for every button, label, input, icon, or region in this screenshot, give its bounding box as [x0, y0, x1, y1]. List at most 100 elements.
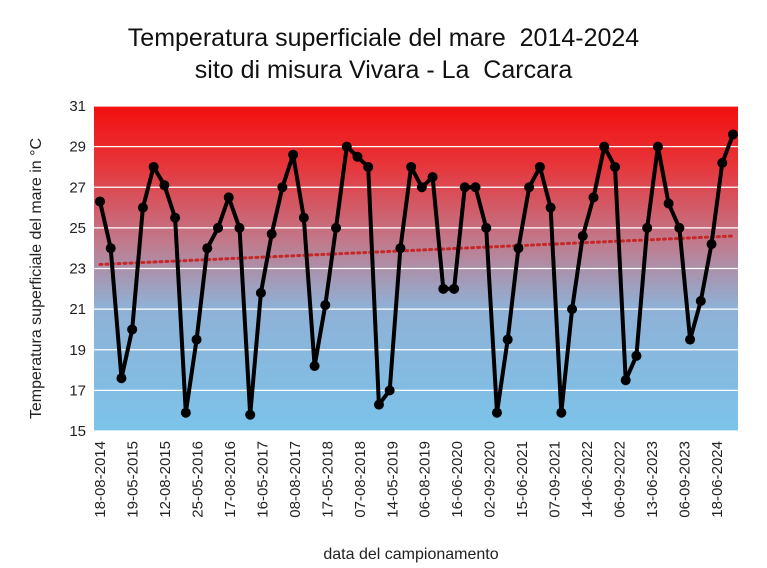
data-point: [202, 243, 213, 254]
data-point: [717, 157, 728, 168]
chart-title: Temperatura superficiale del mare 2014-2…: [127, 24, 640, 52]
x-tick-label: 14-05-2019: [384, 441, 401, 518]
y-tick-label: 23: [69, 261, 86, 278]
x-tick-label: 12-08-2015: [157, 441, 174, 518]
data-point: [223, 192, 234, 203]
data-point: [352, 151, 363, 162]
data-point: [180, 407, 191, 418]
data-point: [631, 350, 642, 361]
data-point: [373, 399, 384, 410]
data-point: [674, 222, 685, 233]
data-point: [191, 334, 202, 345]
y-axis-label: Temperatura superficiale del mare in °C: [28, 138, 45, 419]
data-point: [534, 161, 545, 172]
x-tick-label: 08-08-2017: [287, 441, 304, 518]
data-point: [95, 196, 105, 207]
data-point: [706, 239, 717, 250]
x-axis-label: data del campionamento: [323, 546, 498, 563]
data-point: [491, 407, 502, 418]
data-point: [277, 182, 288, 193]
data-point: [567, 304, 578, 315]
y-tick-label: 21: [69, 301, 86, 318]
x-tick-label: 17-05-2018: [319, 441, 336, 518]
data-point: [685, 334, 696, 345]
data-point: [652, 141, 663, 152]
data-point: [266, 228, 277, 239]
data-point: [213, 222, 224, 233]
y-tick-label: 17: [69, 382, 86, 399]
x-tick-label: 06-08-2019: [417, 441, 434, 518]
data-point: [331, 222, 342, 233]
y-tick-label: 19: [69, 342, 86, 359]
x-tick-label: 06-09-2022: [612, 441, 629, 518]
data-point: [320, 300, 331, 311]
data-point: [438, 283, 449, 294]
data-point: [599, 141, 610, 152]
x-tick-label: 16-06-2020: [449, 441, 466, 518]
x-tick-labels: 18-08-2014 19-05-2015 12-08-2015 25-05-2016…: [92, 441, 726, 518]
data-point: [105, 243, 116, 254]
data-point: [459, 182, 470, 193]
trend-line: [98, 234, 735, 266]
data-point: [159, 180, 170, 191]
data-point: [363, 161, 374, 172]
data-point: [588, 192, 599, 203]
x-tick-label: 07-08-2018: [352, 441, 369, 518]
data-point: [620, 375, 631, 386]
data-point: [395, 243, 406, 254]
x-tick-label: 14-06-2022: [579, 441, 596, 518]
data-point: [545, 202, 556, 213]
data-point: [137, 202, 148, 213]
data-points: [95, 129, 738, 420]
data-point: [470, 182, 481, 193]
x-tick-label: 02-09-2020: [482, 441, 499, 518]
y-tick-label: 29: [69, 139, 86, 156]
data-point: [384, 385, 395, 396]
data-point: [127, 324, 138, 335]
chart-title-block: Temperatura superficiale del mare 2014-2…: [0, 22, 767, 86]
data-point: [288, 149, 299, 160]
data-point: [695, 296, 706, 306]
y-tick-label: 31: [69, 98, 86, 115]
data-point: [481, 222, 492, 233]
data-point: [416, 182, 427, 193]
data-point: [449, 283, 460, 294]
x-tick-label: 19-05-2015: [124, 441, 141, 518]
chart-subtitle: sito di misura Vivara - La Carcara: [194, 56, 573, 84]
y-tick-label: 15: [69, 423, 86, 440]
y-tick-labels: 15 17 19 21 23 25 27 29 31: [69, 98, 86, 440]
data-point: [728, 129, 738, 140]
data-point: [642, 222, 653, 233]
y-tick-label: 25: [69, 220, 86, 237]
data-point: [513, 243, 524, 254]
y-tick-label: 27: [69, 179, 86, 196]
data-point: [577, 231, 588, 241]
data-point: [663, 198, 674, 209]
x-tick-label: 18-06-2024: [709, 441, 726, 518]
x-tick-label: 06-09-2023: [677, 441, 694, 518]
data-point: [406, 161, 417, 172]
data-point: [524, 182, 535, 193]
data-point: [556, 407, 567, 418]
x-tick-label: 13-06-2023: [644, 441, 661, 518]
gridlines: [94, 105, 738, 432]
data-point: [427, 172, 438, 183]
data-point: [116, 373, 127, 384]
x-tick-label: 16-05-2017: [254, 441, 271, 518]
data-point: [502, 334, 513, 345]
x-tick-label: 07-09-2021: [547, 441, 564, 518]
data-point: [234, 222, 245, 233]
data-point: [341, 141, 352, 152]
data-point: [245, 409, 256, 420]
data-point: [298, 212, 309, 223]
data-point: [148, 161, 159, 172]
x-tick-label: 18-08-2014: [92, 441, 109, 518]
data-point: [309, 361, 320, 371]
x-tick-label: 25-05-2016: [189, 441, 206, 518]
data-point: [255, 287, 266, 298]
x-tick-label: 15-06-2021: [514, 441, 531, 518]
x-tick-label: 17-08-2016: [222, 441, 239, 518]
data-point: [170, 212, 181, 223]
data-point: [609, 161, 620, 172]
